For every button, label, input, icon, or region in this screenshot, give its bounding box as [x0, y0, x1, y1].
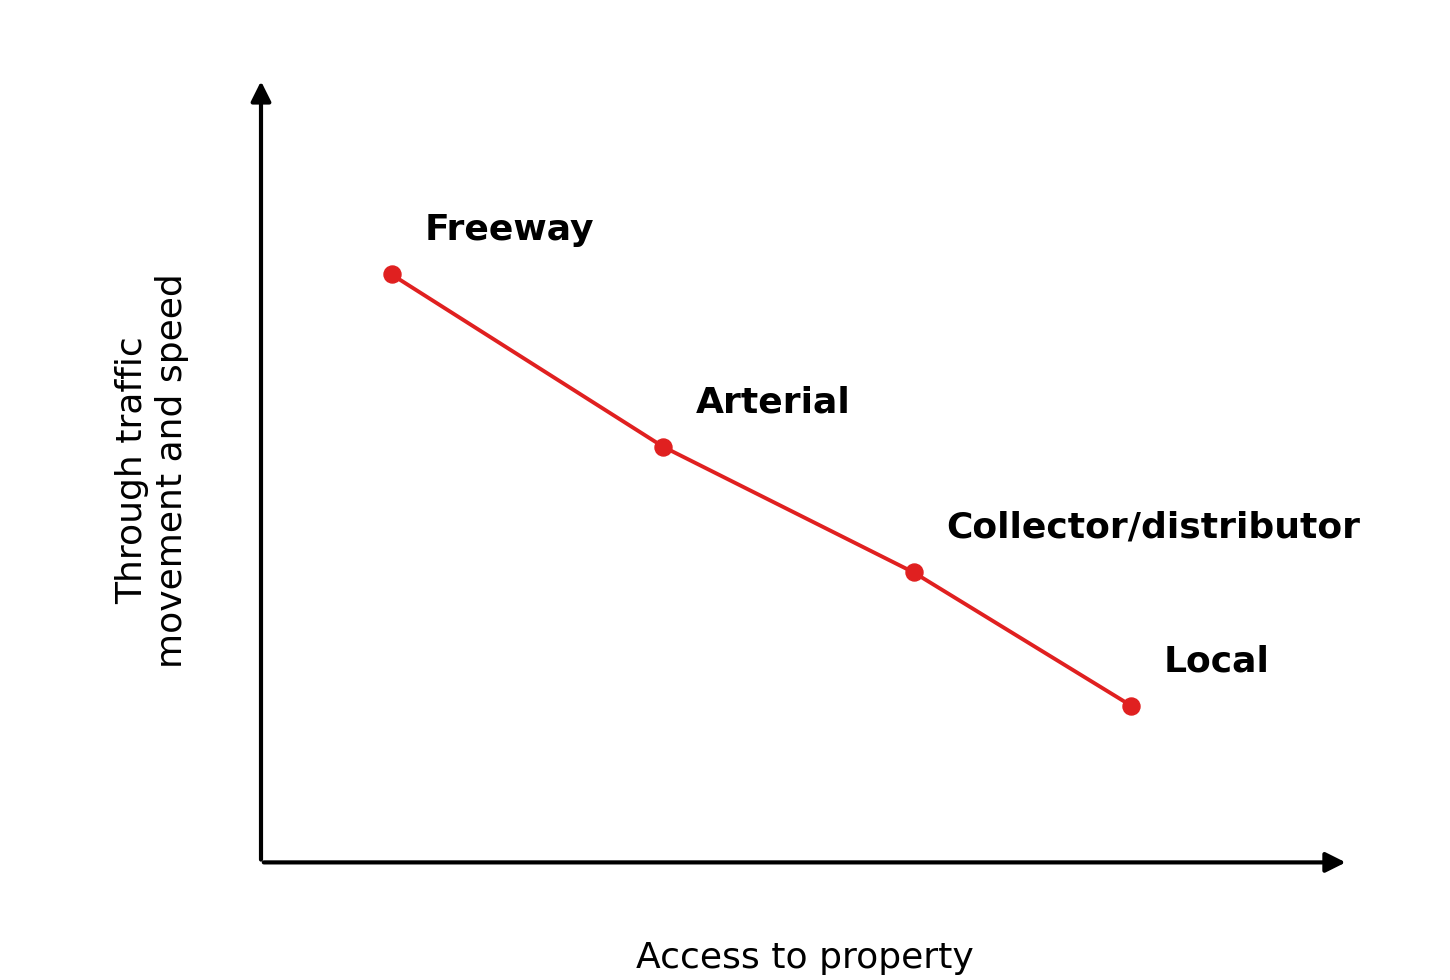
Point: [902, 564, 925, 580]
Text: Collector/distributor: Collector/distributor: [945, 511, 1360, 545]
Text: Freeway: Freeway: [423, 213, 593, 247]
Point: [380, 267, 403, 282]
Text: Arterial: Arterial: [696, 385, 851, 419]
Point: [651, 439, 674, 455]
Text: Access to property: Access to property: [637, 941, 973, 975]
Text: Local: Local: [1163, 644, 1270, 678]
Point: [1119, 698, 1143, 713]
Text: Through traffic
movement and speed: Through traffic movement and speed: [116, 273, 188, 667]
